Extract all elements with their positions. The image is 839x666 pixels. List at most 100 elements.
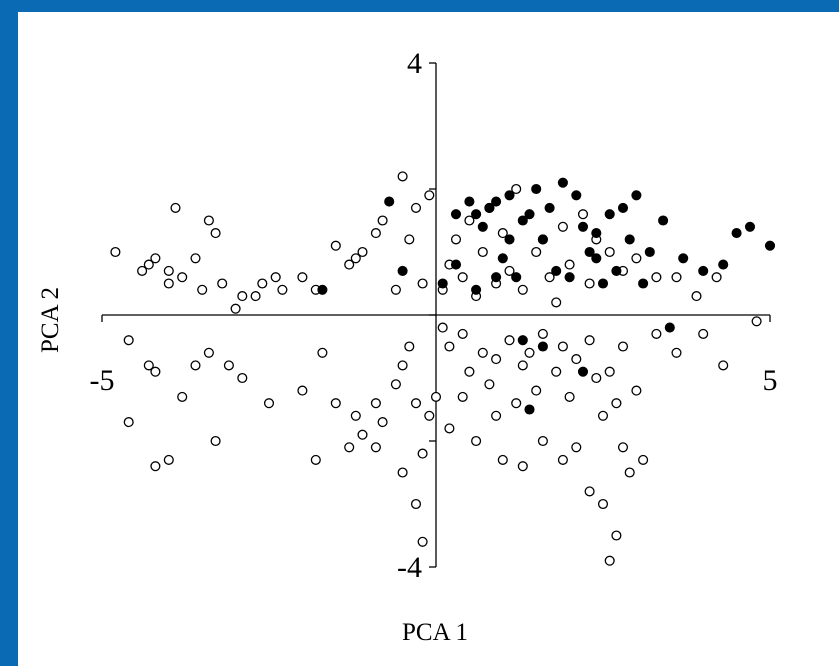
open-data-point <box>638 454 649 465</box>
filled-data-point <box>597 278 609 289</box>
filled-data-point <box>678 253 689 264</box>
open-data-point <box>237 372 248 384</box>
open-data-point <box>177 391 188 402</box>
open-data-point <box>317 347 328 358</box>
y-axis-title: PCA 2 <box>37 287 64 353</box>
open-data-point <box>544 272 555 283</box>
open-data-point <box>457 391 468 402</box>
open-data-point <box>170 202 181 213</box>
open-data-point <box>584 335 595 346</box>
y-tick-label-bottom: -4 <box>397 551 422 584</box>
open-data-point <box>651 328 662 339</box>
open-data-point <box>551 366 562 377</box>
open-data-point <box>564 391 575 402</box>
open-data-point <box>464 366 475 377</box>
open-data-point <box>631 253 642 264</box>
open-data-point <box>410 498 422 510</box>
open-data-point <box>430 391 442 402</box>
open-data-point <box>310 454 321 465</box>
filled-data-point <box>624 234 635 245</box>
filled-data-point <box>450 259 462 270</box>
x-tick-label-left: -5 <box>90 364 115 397</box>
filled-data-point <box>544 202 555 213</box>
open-data-point <box>491 354 502 365</box>
filled-data-point <box>617 202 629 213</box>
open-data-point <box>597 410 609 421</box>
open-data-point <box>584 278 595 289</box>
open-data-point <box>163 454 174 465</box>
open-data-point <box>350 253 361 264</box>
open-data-point <box>564 259 575 270</box>
open-data-point <box>150 461 161 472</box>
open-data-point <box>210 228 221 239</box>
open-data-point <box>377 417 388 428</box>
filled-data-point <box>764 240 776 251</box>
open-data-point <box>524 347 535 358</box>
open-data-point <box>718 360 729 371</box>
filled-data-point <box>537 234 548 245</box>
open-data-point <box>197 284 208 295</box>
open-data-point <box>571 354 582 365</box>
open-data-point <box>584 486 595 497</box>
open-data-point <box>517 461 528 472</box>
open-data-point <box>604 366 615 377</box>
open-data-point <box>350 410 361 421</box>
open-data-point <box>397 360 408 371</box>
open-data-point <box>230 303 241 314</box>
open-data-point <box>150 366 161 377</box>
open-data-point <box>344 259 355 270</box>
open-data-point <box>370 442 381 453</box>
open-data-point <box>357 246 368 258</box>
open-data-point <box>537 435 548 447</box>
filled-data-point <box>317 284 328 295</box>
open-data-point <box>477 347 488 358</box>
open-data-point <box>397 467 408 478</box>
open-data-point <box>417 278 428 289</box>
open-data-point <box>330 240 341 251</box>
filled-data-point <box>477 221 488 232</box>
open-data-point <box>531 246 542 258</box>
open-data-point <box>557 454 568 465</box>
open-data-point <box>551 297 562 308</box>
open-data-point <box>237 291 248 302</box>
filled-data-point <box>491 196 502 207</box>
filled-data-point <box>484 202 495 213</box>
open-data-point <box>143 259 154 270</box>
open-data-point <box>671 272 682 283</box>
x-tick-label-right: 5 <box>763 364 778 397</box>
filled-data-point <box>611 265 622 276</box>
open-data-point <box>123 417 134 428</box>
open-data-point <box>651 272 662 283</box>
open-data-point <box>691 291 702 302</box>
open-data-point <box>110 246 121 258</box>
open-data-point <box>471 435 482 447</box>
open-data-point <box>297 385 308 396</box>
open-data-point <box>137 265 148 276</box>
filled-data-point <box>497 253 508 264</box>
filled-data-point <box>384 196 395 207</box>
filled-data-point <box>664 322 675 333</box>
filled-data-point <box>731 228 742 239</box>
open-data-point <box>370 398 381 409</box>
filled-data-point <box>471 209 482 220</box>
open-data-point <box>190 360 201 371</box>
filled-data-point <box>504 190 515 201</box>
open-data-point <box>257 278 268 289</box>
open-data-point <box>223 360 234 371</box>
filled-data-point <box>644 246 655 258</box>
open-data-point <box>277 284 288 295</box>
filled-data-point <box>524 209 535 220</box>
open-data-point <box>711 272 722 283</box>
open-data-point <box>217 278 228 289</box>
open-data-point <box>390 379 401 390</box>
open-data-point <box>390 284 401 295</box>
filled-data-point <box>557 177 568 188</box>
open-data-point <box>203 215 214 226</box>
open-data-point <box>617 442 629 453</box>
open-data-point <box>698 328 709 339</box>
filled-data-point <box>471 284 482 295</box>
open-data-point <box>210 435 221 447</box>
filled-data-point <box>517 215 528 226</box>
open-data-point <box>397 171 408 182</box>
filled-data-point <box>491 272 502 283</box>
